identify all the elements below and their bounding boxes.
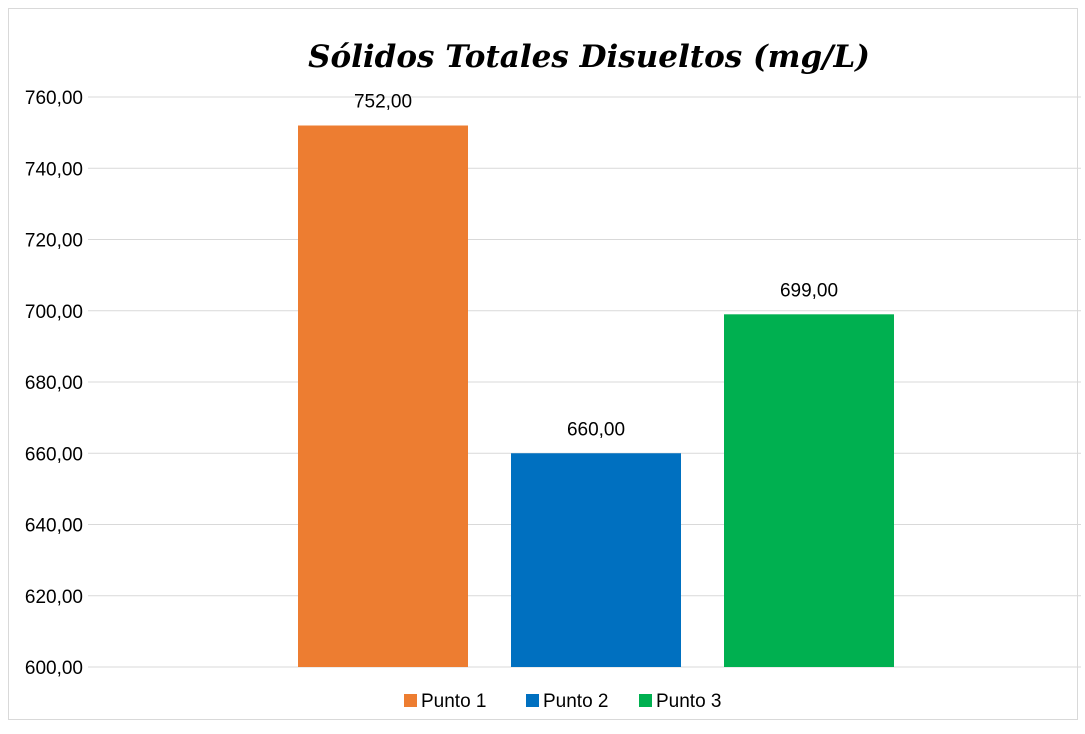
legend-item: Punto 3 [639,691,722,712]
y-tick-label: 720,00 [25,231,83,252]
legend-item: Punto 1 [404,691,487,712]
y-axis-tick-labels: 600,00 620,00 640,00 660,00 680,00 700,00 720,… [25,88,83,679]
y-tick-label: 640,00 [25,516,83,537]
bars [298,125,894,667]
chart-frame: Sólidos Totales Disueltos (mg/L) 600,00 6… [8,8,1081,720]
bar-punto-1 [298,125,468,667]
legend-label: Punto 1 [421,691,487,712]
chart-svg: Sólidos Totales Disueltos (mg/L) 600,006… [25,39,1081,712]
legend-swatch [639,694,652,707]
y-tick-label: 680,00 [25,373,83,394]
y-tick-label: 600,00 [25,658,83,679]
chart-title: Sólidos Totales Disueltos (mg/L) [308,39,870,75]
y-tick-label: 760,00 [25,88,83,109]
legend-label: Punto 2 [543,691,609,712]
y-tick-label: 620,00 [25,587,83,608]
legend: Punto 1 Punto 2 Punto 3 [404,691,722,712]
gridlines [88,96,1081,668]
legend-swatch [404,694,417,707]
bar-punto-3 [724,314,894,667]
y-tick-label: 700,00 [25,302,83,323]
data-label: 752,00 [354,92,412,113]
legend-item: Punto 2 [526,691,609,712]
y-tick-label: 740,00 [25,159,83,180]
legend-swatch [526,694,539,707]
data-label: 660,00 [567,419,625,440]
bar-punto-2 [511,453,681,667]
legend-label: Punto 3 [656,691,722,712]
data-labels: 752,00 660,00 699,00 [354,92,838,441]
y-tick-label: 660,00 [25,444,83,465]
data-label: 699,00 [780,280,838,301]
